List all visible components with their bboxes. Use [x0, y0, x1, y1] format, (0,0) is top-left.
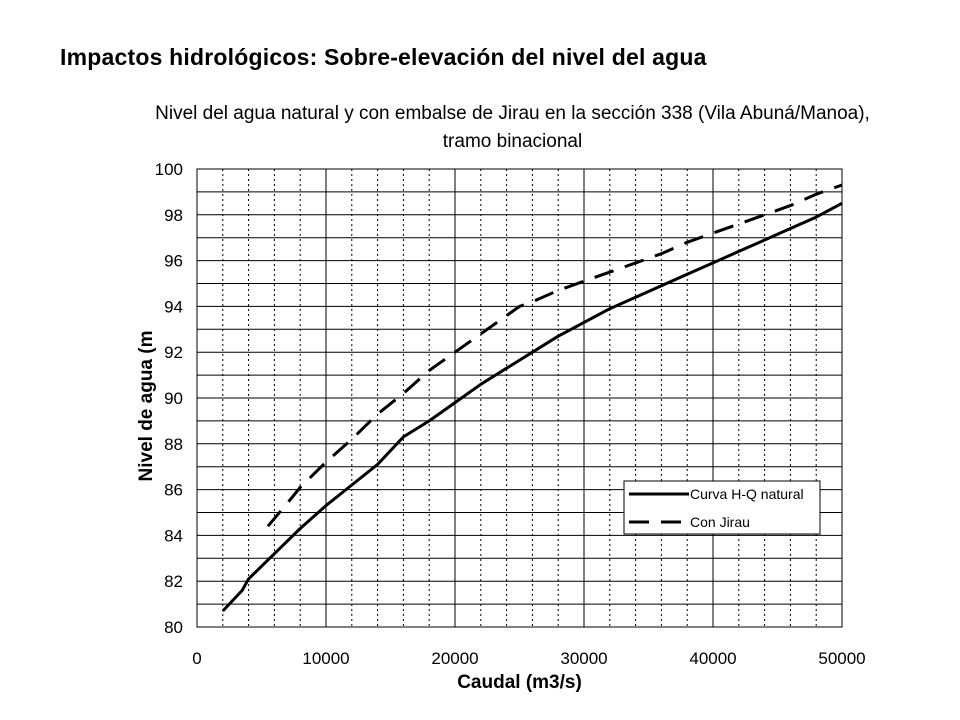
y-tick-label: 86	[164, 481, 183, 500]
slide-title: Impactos hidrológicos: Sobre-elevación d…	[60, 44, 707, 70]
series-line-2	[266, 183, 843, 528]
y-tick-label: 98	[164, 206, 183, 225]
plot-area-border	[196, 168, 843, 628]
chart-gridlines	[196, 168, 843, 628]
chart-tick-labels: 80 82 84 86 88 90 92 94 96 98 100 0 10000 20000 30000 4…	[155, 160, 866, 668]
legend-label-1: Curva H-Q natural	[690, 486, 804, 502]
x-tick-label: 20000	[431, 649, 478, 668]
chart-title: Nivel del agua natural y con embalse de …	[155, 103, 870, 152]
x-tick-label: 50000	[818, 649, 865, 668]
y-tick-label: 96	[164, 252, 183, 271]
y-tick-label: 84	[164, 526, 183, 545]
x-tick-label: 10000	[302, 649, 349, 668]
chart-series	[221, 183, 843, 613]
y-tick-label: 94	[164, 297, 183, 316]
y-tick-label: 92	[164, 343, 183, 362]
y-axis-title: Nivel de agua (m	[136, 331, 157, 482]
x-tick-label: 30000	[560, 649, 607, 668]
y-tick-label: 88	[164, 435, 183, 454]
x-axis-title: Caudal (m3/s)	[457, 672, 582, 693]
series-line-1	[221, 201, 843, 613]
legend-box	[623, 480, 821, 535]
y-tick-label: 100	[155, 160, 183, 179]
legend-label-2: Con Jirau	[690, 514, 750, 530]
y-tick-label: 80	[164, 618, 183, 637]
x-tick-label: 40000	[689, 649, 736, 668]
chart-legend: Curva H-Q natural Con Jirau	[623, 480, 821, 535]
x-tick-label: 0	[192, 649, 201, 668]
y-tick-label: 82	[164, 572, 183, 591]
y-tick-label: 90	[164, 389, 183, 408]
